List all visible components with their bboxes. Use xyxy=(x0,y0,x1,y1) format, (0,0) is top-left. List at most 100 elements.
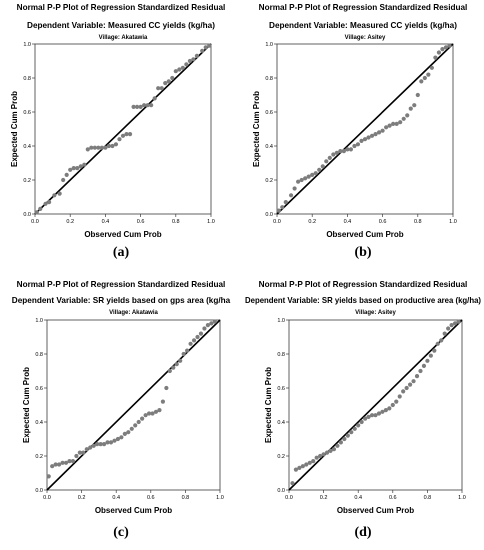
data-point xyxy=(414,374,420,379)
pp-plot-b: Normal P-P Plot of Regression Standardiz… xyxy=(252,3,467,239)
y-tick-label: 0.0 xyxy=(277,488,285,494)
data-point xyxy=(96,145,101,150)
data-point xyxy=(435,341,440,346)
data-point xyxy=(331,447,337,452)
data-point xyxy=(321,452,326,457)
data-point xyxy=(61,177,66,183)
x-tick-label: 0.2 xyxy=(78,495,86,501)
data-point xyxy=(143,413,148,418)
data-point xyxy=(456,319,461,324)
data-point xyxy=(129,426,134,431)
data-point xyxy=(436,50,442,55)
data-point xyxy=(89,145,94,150)
data-point xyxy=(449,323,454,328)
y-tick-label: 0.0 xyxy=(265,212,273,218)
data-point xyxy=(185,348,190,353)
pp-plot-d: Normal P-P Plot of Regression Standardiz… xyxy=(245,280,481,515)
data-point xyxy=(433,55,438,60)
x-tick-label: 0.0 xyxy=(43,495,51,501)
data-point xyxy=(288,193,294,198)
data-point xyxy=(327,155,332,160)
chart-panel-c: Normal P-P Plot of Regression Standardiz… xyxy=(0,275,242,550)
data-point xyxy=(150,411,155,416)
data-point xyxy=(136,419,141,425)
village-label: Village: Asitey xyxy=(355,310,396,316)
data-point xyxy=(174,362,179,367)
data-point xyxy=(157,408,162,413)
data-point xyxy=(297,465,302,470)
data-point xyxy=(446,326,451,331)
data-point xyxy=(133,423,138,428)
data-point xyxy=(167,368,172,374)
data-point xyxy=(391,121,396,126)
y-tick-label: 0.8 xyxy=(35,352,43,358)
data-point xyxy=(313,171,318,176)
data-point xyxy=(46,200,52,205)
data-point xyxy=(127,132,133,137)
data-point xyxy=(207,43,212,48)
data-point xyxy=(356,423,361,428)
y-tick-label: 0.6 xyxy=(265,110,273,116)
y-axis-label: Expected Cum Prob xyxy=(264,367,273,443)
data-point xyxy=(191,57,196,62)
data-point xyxy=(317,167,322,172)
data-point xyxy=(113,142,119,147)
chart-subtitle: Dependent Variable: SR yields based on p… xyxy=(245,296,481,305)
x-tick-label: 0.4 xyxy=(344,219,352,225)
chart-panel-a: Normal P-P Plot of Regression Standardiz… xyxy=(0,0,242,275)
data-point xyxy=(191,338,197,343)
x-tick-label: 0.4 xyxy=(112,495,120,501)
y-tick-label: 0.6 xyxy=(23,110,31,116)
data-point xyxy=(82,162,87,167)
data-point xyxy=(447,43,452,48)
x-axis-label: Observed Cum Prob xyxy=(84,230,161,239)
data-point xyxy=(442,331,447,336)
x-axis-label: Observed Cum Prob xyxy=(337,506,414,515)
village-label: Village: Asitey xyxy=(345,35,386,41)
y-tick-label: 0.8 xyxy=(277,352,285,358)
x-tick-label: 0.0 xyxy=(285,495,293,501)
data-point xyxy=(345,147,350,152)
y-tick-label: 0.0 xyxy=(35,488,43,494)
data-point xyxy=(149,103,154,108)
chart-panel-b: Normal P-P Plot of Regression Standardiz… xyxy=(242,0,484,275)
data-point xyxy=(85,147,90,152)
data-point xyxy=(63,460,69,465)
data-point xyxy=(124,132,129,137)
caption-b: (b) xyxy=(354,245,372,260)
x-tick-label: 0.8 xyxy=(424,495,432,501)
data-point xyxy=(452,321,458,326)
data-point xyxy=(440,47,445,52)
x-tick-label: 1.0 xyxy=(458,495,466,501)
x-tick-label: 0.6 xyxy=(379,219,387,225)
data-point xyxy=(117,137,122,142)
x-tick-label: 0.8 xyxy=(172,219,180,225)
data-point xyxy=(352,143,357,149)
data-point xyxy=(300,464,305,469)
data-point xyxy=(394,121,399,126)
data-point xyxy=(171,365,176,370)
x-tick-label: 0.4 xyxy=(354,495,362,501)
data-point xyxy=(293,467,299,472)
x-tick-label: 0.8 xyxy=(182,495,190,501)
data-point xyxy=(163,81,168,86)
data-point xyxy=(320,164,325,169)
y-axis-label: Expected Cum Prob xyxy=(22,367,31,443)
data-point xyxy=(384,125,389,130)
data-point xyxy=(304,462,309,467)
data-point xyxy=(181,351,186,357)
data-point xyxy=(67,459,72,464)
data-point xyxy=(376,411,382,416)
x-tick-label: 0.2 xyxy=(308,219,316,225)
data-point xyxy=(426,72,431,77)
y-tick-label: 0.6 xyxy=(35,386,43,392)
data-point xyxy=(146,411,152,416)
data-point xyxy=(99,145,104,150)
y-axis-label: Expected Cum Prob xyxy=(252,91,261,167)
data-point xyxy=(50,464,55,469)
y-tick-label: 0.2 xyxy=(35,454,43,460)
y-tick-label: 1.0 xyxy=(277,318,285,324)
data-point xyxy=(439,338,444,343)
data-point xyxy=(405,113,410,118)
data-point xyxy=(397,394,402,399)
